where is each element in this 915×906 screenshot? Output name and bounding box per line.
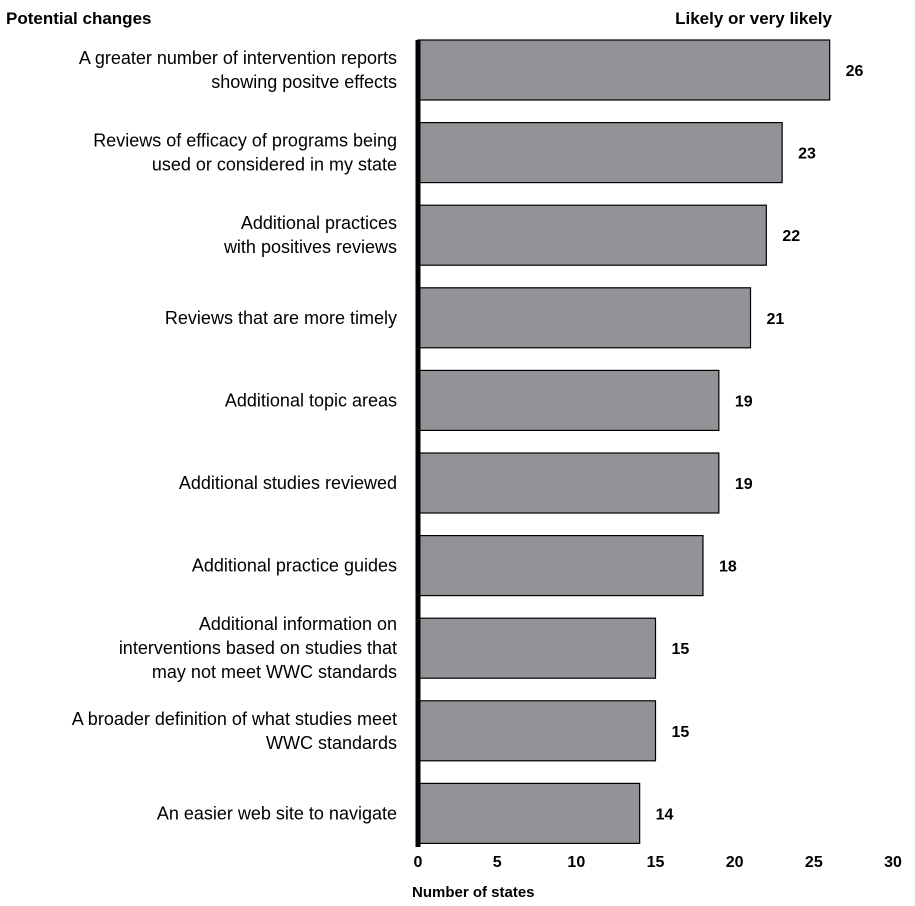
category-label: A broader definition of what studies mee… [72, 709, 397, 753]
x-tick-label: 15 [647, 854, 665, 871]
bars-group [417, 39, 831, 845]
x-tick-label: 25 [805, 854, 823, 871]
category-label: Reviews that are more timely [165, 308, 397, 328]
bar [417, 534, 704, 597]
category-label: Additional studies reviewed [179, 473, 397, 493]
bar [417, 39, 831, 101]
category-label: Reviews of efficacy of programs being use… [93, 131, 397, 175]
bar-value-label: 15 [672, 724, 690, 741]
bar-value-label: 14 [656, 806, 674, 823]
bar-value-label: 22 [782, 228, 800, 245]
category-label: Additional topic areas [225, 390, 397, 410]
bar [417, 617, 657, 679]
x-tick-label: 5 [493, 854, 502, 871]
category-label: A greater number of intervention reports… [79, 48, 397, 92]
bar [417, 369, 720, 431]
bar [417, 700, 657, 762]
bar-value-label: 26 [846, 63, 864, 80]
bar-value-label: 23 [798, 146, 816, 163]
bar-value-label: 18 [719, 559, 737, 576]
bar-value-label: 15 [672, 641, 690, 658]
chart-header-right: Likely or very likely [675, 9, 832, 28]
category-labels: A greater number of intervention reports… [72, 48, 397, 823]
x-tick-label: 10 [567, 854, 585, 871]
bar [417, 287, 752, 349]
category-label: Additional information on interventions b… [119, 614, 397, 682]
bar [417, 452, 720, 514]
chart-header-left: Potential changes [6, 9, 151, 28]
x-axis-label: Number of states [412, 884, 535, 901]
bar [417, 121, 783, 184]
category-label: An easier web site to navigate [157, 803, 397, 823]
x-tick-labels: 0 5 10 15 20 25 30 [414, 854, 902, 871]
bar-value-label: 19 [735, 476, 753, 493]
bar-value-label: 19 [735, 393, 753, 410]
x-tick-label: 30 [884, 854, 902, 871]
x-tick-label: 20 [726, 854, 744, 871]
bar-value-label: 21 [767, 311, 785, 328]
x-tick-label: 0 [414, 854, 423, 871]
value-labels: 26 23 22 21 19 19 18 15 15 14 [656, 63, 864, 823]
bar [417, 204, 767, 266]
bar [417, 782, 641, 845]
category-label: Additional practices with positives revie… [223, 213, 397, 257]
category-label: Additional practice guides [192, 556, 397, 576]
